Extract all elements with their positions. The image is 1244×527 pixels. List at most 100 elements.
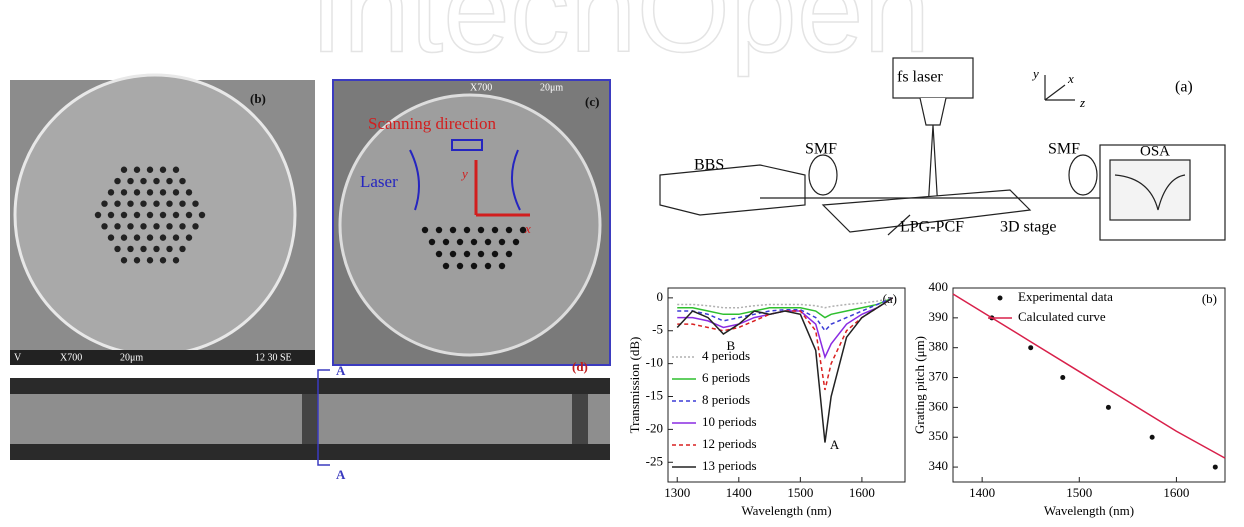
air-hole	[449, 226, 457, 234]
fs-laser-box	[892, 57, 974, 99]
air-hole	[114, 177, 121, 185]
air-hole	[120, 234, 128, 241]
annotation: B	[726, 338, 735, 353]
section-line	[317, 369, 330, 466]
data-point	[1105, 404, 1111, 410]
x-axis-label: Wavelength (nm)	[741, 503, 831, 518]
air-hole	[198, 211, 206, 219]
fiber-coil	[808, 154, 838, 196]
plot-frame	[667, 287, 906, 483]
air-hole	[172, 211, 180, 219]
grating-mark	[572, 394, 588, 444]
air-hole	[185, 211, 193, 219]
air-hole	[153, 245, 160, 253]
series-line	[677, 297, 893, 319]
schematic-label: fs laser	[897, 69, 943, 86]
axis-label: x	[524, 221, 531, 236]
air-hole	[159, 189, 167, 196]
schematic-label: SMF	[1048, 141, 1080, 158]
sem-text: X700	[60, 352, 82, 363]
air-hole	[133, 211, 141, 219]
axis-label: y	[1031, 66, 1039, 81]
y-tick-label: -25	[646, 453, 663, 468]
air-hole	[133, 166, 141, 173]
schematic-label: OSA	[1140, 143, 1170, 159]
laser-label: Laser	[360, 172, 398, 191]
air-holes	[94, 166, 206, 264]
osa-trace	[1114, 174, 1186, 211]
air-hole	[519, 226, 527, 234]
y-tick-label: 400	[929, 279, 949, 294]
air-hole	[498, 262, 506, 270]
air-hole	[442, 262, 450, 270]
bbs-box	[659, 164, 806, 216]
air-hole	[127, 200, 134, 207]
schematic-label: SMF	[805, 141, 837, 158]
air-hole	[470, 238, 478, 246]
air-hole	[172, 166, 180, 173]
air-hole	[159, 166, 167, 173]
air-hole	[179, 177, 186, 185]
air-hole	[192, 200, 199, 207]
section-label: A	[336, 467, 346, 482]
y-tick-label: 340	[929, 458, 949, 473]
axis-label: z	[1079, 95, 1085, 110]
air-hole	[146, 234, 154, 241]
air-hole	[179, 223, 186, 230]
x-tick-label: 1400	[726, 485, 752, 500]
y-tick-label: 390	[929, 309, 949, 324]
air-hole	[159, 234, 167, 241]
axis-label: y	[460, 166, 468, 181]
fiber-coil	[1068, 154, 1098, 196]
air-hole	[491, 250, 499, 258]
air-hole	[114, 200, 121, 207]
air-hole	[133, 234, 141, 241]
air-hole	[127, 245, 134, 253]
sem-text: V	[14, 352, 22, 363]
schematic-label: LPG-PCF	[900, 219, 964, 236]
air-hole	[120, 189, 128, 196]
air-hole	[185, 234, 193, 241]
air-hole	[484, 238, 492, 246]
watermark: IntechOpen	[310, 0, 930, 78]
air-hole	[435, 250, 443, 258]
laser-arrows	[409, 149, 521, 211]
data-point	[1060, 375, 1066, 381]
legend-label: Calculated curve	[1018, 309, 1106, 324]
schematic	[659, 57, 1226, 241]
air-hole	[127, 223, 134, 230]
y-tick-label: -5	[652, 322, 663, 337]
y-tick-label: 360	[929, 398, 949, 413]
fiber-cross-section	[338, 93, 602, 357]
panel-label: (b)	[1202, 291, 1217, 306]
air-hole	[442, 238, 450, 246]
air-hole	[159, 257, 167, 264]
x-tick-label: 1400	[969, 485, 995, 500]
air-hole	[505, 226, 513, 234]
air-hole	[172, 234, 180, 241]
legend-label: 6 periods	[702, 370, 750, 385]
air-hole	[463, 250, 471, 258]
air-hole	[166, 245, 173, 253]
air-hole	[120, 257, 128, 264]
x-tick-label: 1500	[1066, 485, 1092, 500]
air-hole	[101, 200, 108, 207]
y-axis-label: Grating pitch (μm)	[912, 336, 927, 434]
y-tick-label: 380	[929, 339, 949, 354]
air-hole	[185, 189, 193, 196]
y-tick-label: 370	[929, 369, 949, 384]
sem-text: 12 30 SE	[255, 352, 292, 363]
fiber-cross-section	[13, 73, 297, 357]
air-hole	[140, 245, 147, 253]
air-hole	[456, 238, 464, 246]
x-tick-label: 1600	[1163, 485, 1189, 500]
air-hole	[172, 257, 180, 264]
panel-label: (a)	[1175, 79, 1193, 96]
sem-footer	[10, 350, 315, 365]
legend-label: Experimental data	[1018, 289, 1113, 304]
air-hole	[477, 250, 485, 258]
air-hole	[146, 189, 154, 196]
air-hole	[101, 223, 108, 230]
panel-label: (b)	[250, 91, 266, 106]
